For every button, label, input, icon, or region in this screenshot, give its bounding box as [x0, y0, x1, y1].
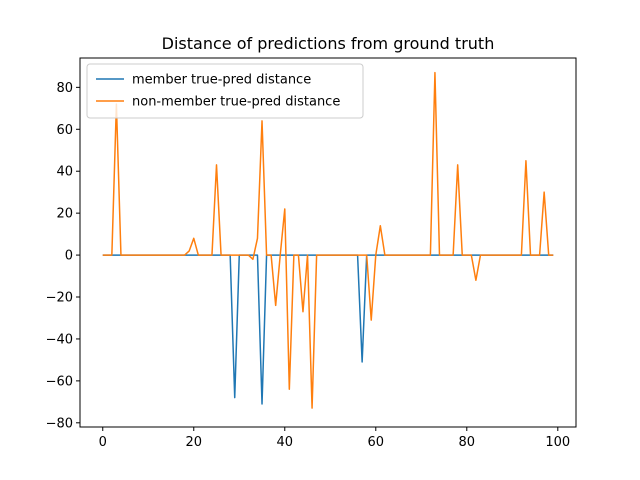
x-axis: 0 20 40 60 80 100: [99, 427, 570, 450]
plot-frame: [79, 57, 577, 428]
x-tick-label: 80: [459, 435, 476, 450]
y-tick-label: −80: [46, 416, 73, 431]
y-tick-label: 60: [56, 123, 73, 138]
series-line-1: [102, 71, 554, 409]
legend-box: [86, 63, 364, 119]
x-tick-label: 0: [99, 435, 107, 450]
y-tick-label: 20: [56, 207, 73, 222]
x-tick-label: 100: [545, 435, 570, 450]
y-tick-label: 80: [56, 81, 73, 96]
y-tick-label: −60: [46, 374, 73, 389]
x-tick-label: 40: [276, 435, 293, 450]
legend: member true-pred distance non-member true…: [86, 63, 364, 119]
x-tick-label: 60: [368, 435, 385, 450]
chart-title: Distance of predictions from ground trut…: [162, 34, 495, 53]
y-tick-label: 40: [56, 165, 73, 180]
legend-label: non-member true-pred distance: [132, 95, 340, 110]
y-tick-label: 0: [65, 249, 73, 264]
series-layer: [102, 71, 554, 409]
x-tick-label: 20: [185, 435, 202, 450]
y-axis: −80 −60 −40 −20 0 20 40 60 80: [46, 81, 80, 431]
y-tick-label: −20: [46, 291, 73, 306]
y-tick-label: −40: [46, 332, 73, 347]
series-line-0: [102, 254, 554, 405]
legend-label: member true-pred distance: [132, 73, 311, 88]
